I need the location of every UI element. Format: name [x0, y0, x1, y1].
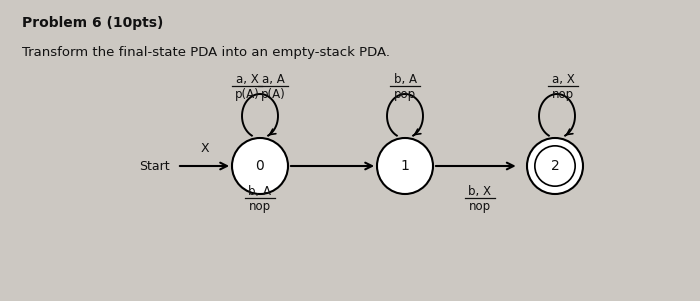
- Text: 1: 1: [400, 159, 410, 173]
- Text: b, X: b, X: [468, 185, 491, 198]
- Circle shape: [377, 138, 433, 194]
- Text: a, A: a, A: [262, 73, 284, 86]
- Text: Transform the final-state PDA into an empty-stack PDA.: Transform the final-state PDA into an em…: [22, 46, 390, 59]
- Text: nop: nop: [249, 200, 271, 213]
- Text: Problem 6 (10pts): Problem 6 (10pts): [22, 16, 163, 30]
- Text: Start: Start: [139, 160, 170, 172]
- Text: 2: 2: [551, 159, 559, 173]
- Circle shape: [527, 138, 583, 194]
- Text: nop: nop: [469, 200, 491, 213]
- Text: nop: nop: [552, 88, 574, 101]
- Text: p(A): p(A): [234, 88, 260, 101]
- Circle shape: [232, 138, 288, 194]
- Text: a, X: a, X: [552, 73, 575, 86]
- Text: a, X: a, X: [236, 73, 258, 86]
- Text: 0: 0: [256, 159, 265, 173]
- Text: X: X: [201, 141, 209, 154]
- Text: b, A: b, A: [393, 73, 416, 86]
- Text: b, A: b, A: [248, 185, 272, 198]
- Text: pop: pop: [394, 88, 416, 101]
- Text: p(A): p(A): [260, 88, 286, 101]
